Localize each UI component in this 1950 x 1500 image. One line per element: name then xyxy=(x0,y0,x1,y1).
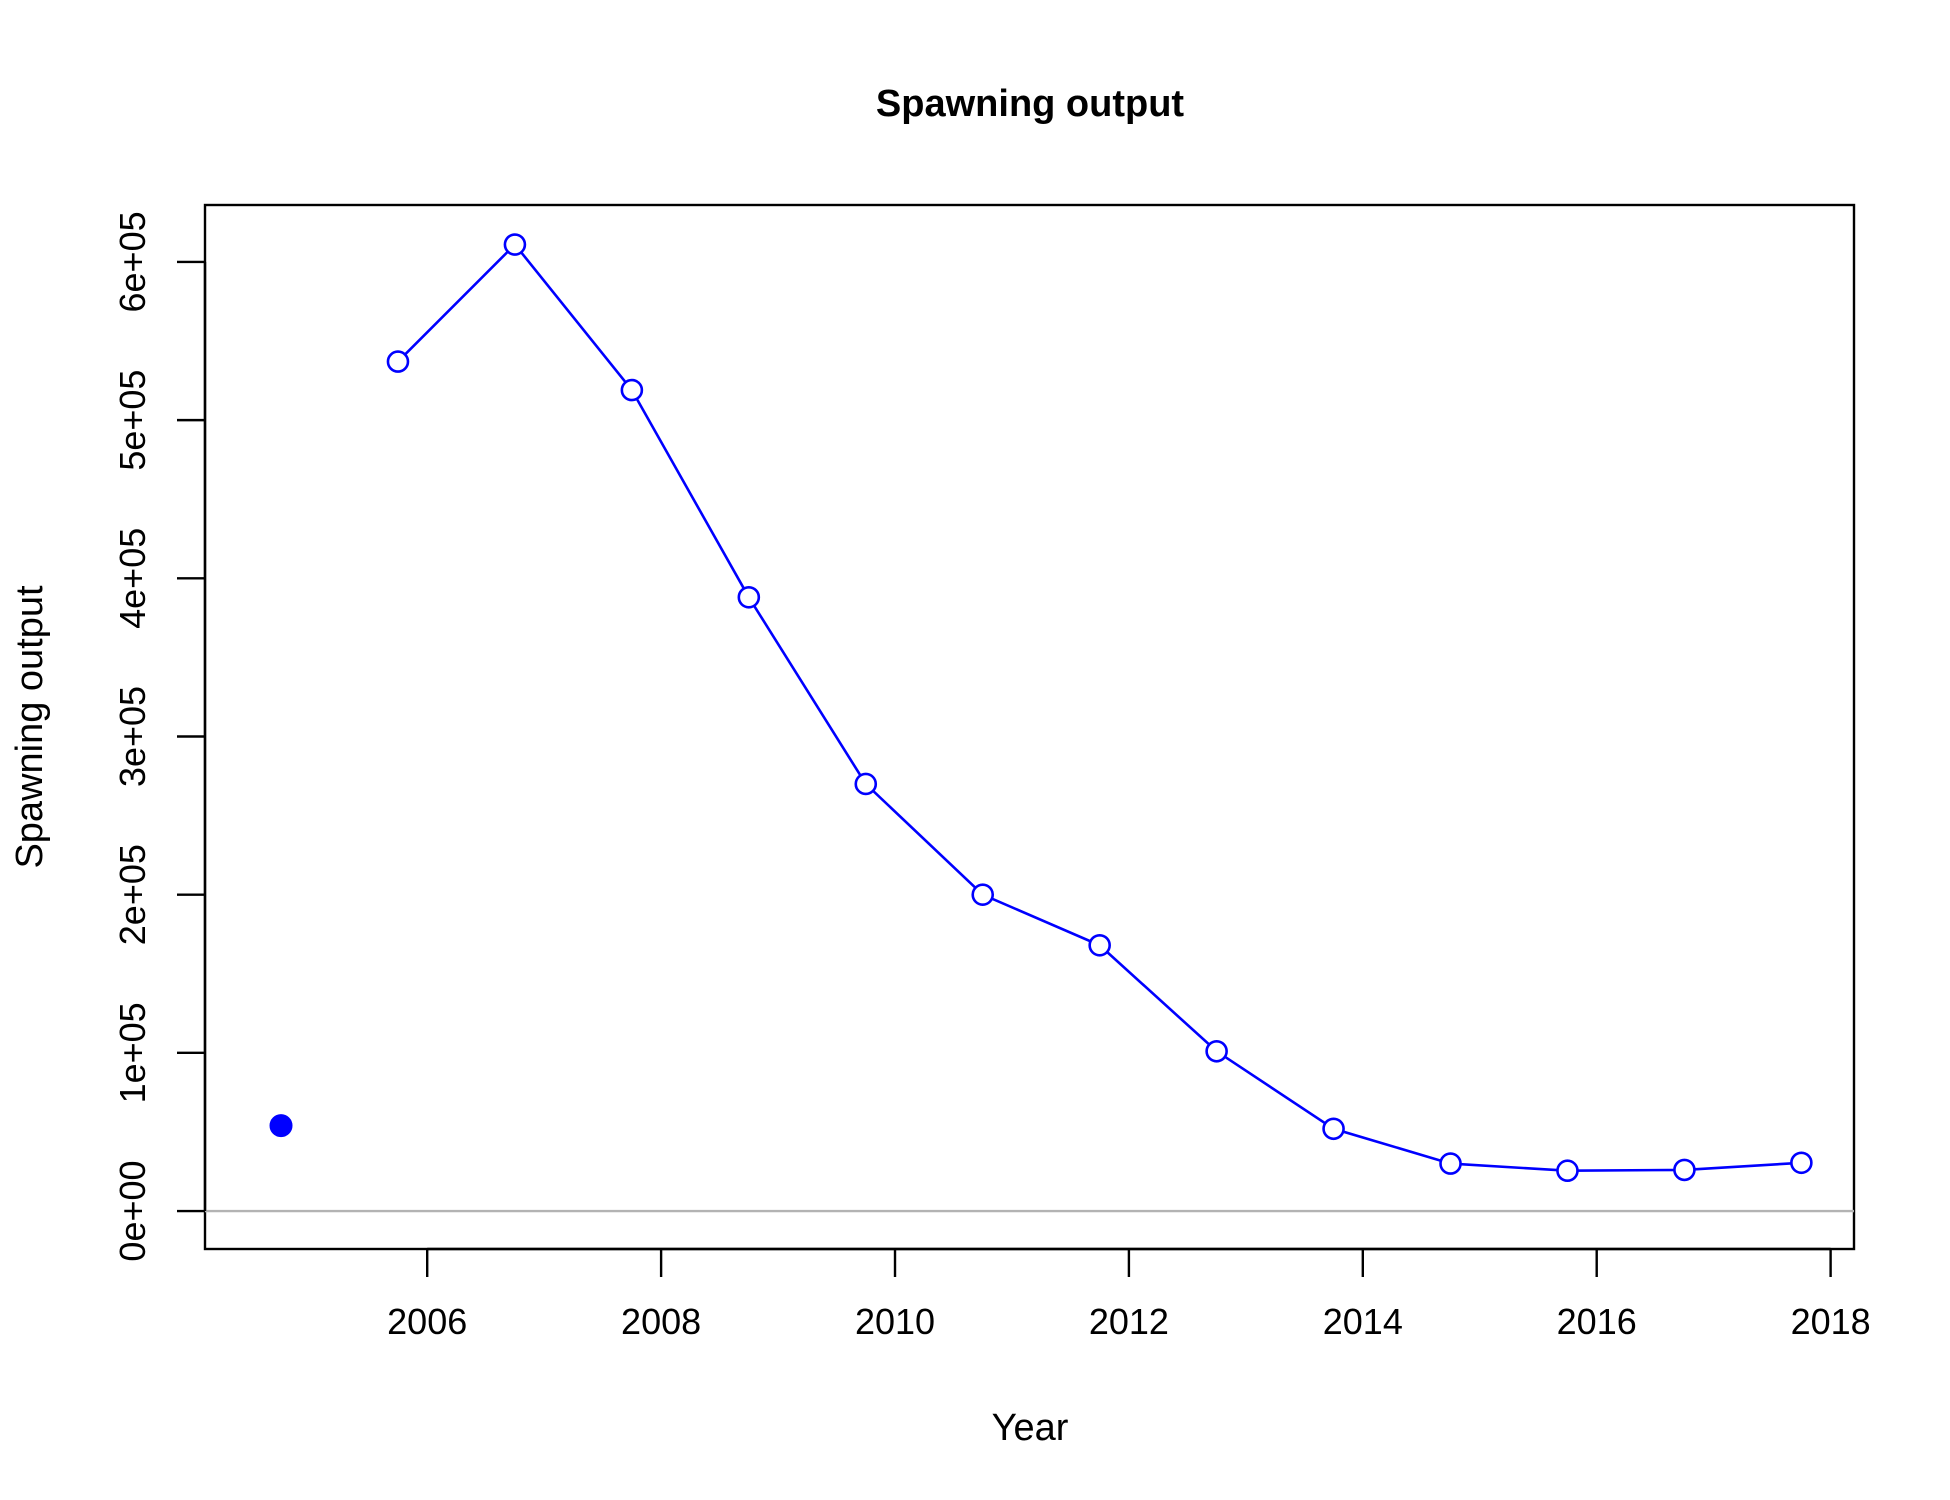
data-point xyxy=(971,883,995,906)
x-tick-label: 2010 xyxy=(855,1301,935,1342)
data-point xyxy=(1439,1152,1462,1175)
plot-area-border xyxy=(203,203,1856,1251)
data-point xyxy=(620,378,644,402)
x-tick-label: 2008 xyxy=(621,1301,701,1342)
data-point xyxy=(386,350,410,373)
y-tick-label: 5e+05 xyxy=(112,370,153,471)
data-point xyxy=(1322,1117,1345,1141)
data-point xyxy=(1205,1039,1228,1063)
x-tick-label: 2012 xyxy=(1089,1301,1169,1342)
y-tick-label: 1e+05 xyxy=(112,1002,153,1103)
x-tick-label: 2006 xyxy=(387,1301,467,1342)
x-tick-label: 2018 xyxy=(1791,1301,1871,1342)
x-axis-label: Year xyxy=(992,1407,1069,1449)
data-point xyxy=(503,233,527,256)
chart-title: Spawning output xyxy=(876,83,1185,125)
y-tick-label: 3e+05 xyxy=(112,686,153,787)
data-point xyxy=(737,585,761,609)
x-tick-label: 2014 xyxy=(1323,1301,1403,1342)
y-tick-label: 0e+00 xyxy=(112,1160,153,1261)
x-axis: 2006 2008 2010 2012 2014 2016 2018 xyxy=(387,1247,1871,1342)
data-point xyxy=(1088,933,1111,957)
series-layer xyxy=(269,233,1813,1182)
data-point xyxy=(1556,1159,1579,1182)
data-point xyxy=(854,772,878,796)
spawning-output-line xyxy=(397,242,1802,1173)
y-axis-label: Spawning output xyxy=(9,585,51,869)
data-point xyxy=(1790,1151,1813,1175)
y-axis: 0e+00 1e+05 2e+05 3e+05 4e+05 5e+05 6e+05 xyxy=(112,211,207,1262)
y-tick-label: 6e+05 xyxy=(112,211,153,312)
y-tick-label: 2e+05 xyxy=(112,844,153,945)
y-tick-label: 4e+05 xyxy=(112,528,153,629)
initial-data-point xyxy=(269,1114,293,1138)
x-tick-label: 2016 xyxy=(1557,1301,1637,1342)
data-point xyxy=(1673,1158,1696,1182)
